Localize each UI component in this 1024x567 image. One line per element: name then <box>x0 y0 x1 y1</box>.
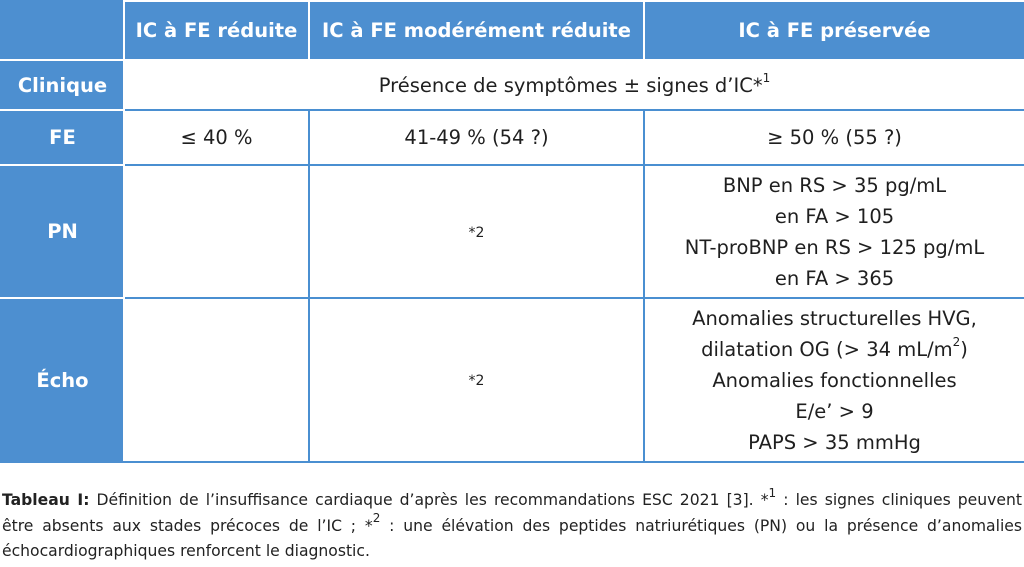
caption-text-part1: Définition de l’insuffisance cardiaque d… <box>89 491 769 509</box>
caption-footnote-2: 2 <box>372 511 381 526</box>
clinique-value-cell: Présence de symptômes ± signes d’IC*1 <box>123 59 1024 111</box>
caption-footnote-1: 1 <box>768 485 777 500</box>
echo-preservee-line3: Anomalies fonctionnelles <box>712 368 957 392</box>
clinique-value-text: Présence de symptômes ± signes d’IC* <box>378 73 763 97</box>
pn-preservee-cell: BNP en RS > 35 pg/mL en FA > 105 NT-proB… <box>643 164 1024 299</box>
echo-line2-close: ) <box>960 337 968 361</box>
header-row: IC à FE réduite IC à FE modérément rédui… <box>0 0 1024 61</box>
echo-preservee-cell: Anomalies structurelles HVG, dilatation … <box>643 297 1024 463</box>
header-ic-fe-reduite: IC à FE réduite <box>123 0 310 61</box>
row-echo: Écho *2 Anomalies structurelles HVG, dil… <box>0 297 1024 463</box>
pn-preservee-line: en FA > 365 <box>774 266 895 290</box>
fe-reduite-cell: ≤ 40 % <box>123 109 310 166</box>
echo-moderee-marker-num: 2 <box>475 373 485 389</box>
pn-preservee-line: en FA > 105 <box>774 204 895 228</box>
echo-reduite-cell <box>123 297 310 463</box>
caption-label: Tableau I: <box>2 491 90 509</box>
fe-preservee-cell: ≥ 50 % (55 ?) <box>643 109 1024 166</box>
header-corner-cell <box>0 0 125 61</box>
pn-preservee-line: NT-proBNP en RS > 125 pg/mL <box>684 235 985 259</box>
row-pn: PN *2 BNP en RS > 35 pg/mL en FA > 105 N… <box>0 164 1024 299</box>
pn-reduite-cell <box>123 164 310 299</box>
echo-moderee-cell: *2 <box>308 297 645 463</box>
pn-moderee-cell: *2 <box>308 164 645 299</box>
echo-preservee-line1: Anomalies structurelles HVG, <box>692 306 977 330</box>
caption-text-part3: : une élévation des peptides natriurétiq… <box>2 516 1022 561</box>
echo-moderee-marker: * <box>468 373 476 389</box>
row-label-echo: Écho <box>0 297 125 463</box>
fe-moderee-cell: 41-49 % (54 ?) <box>308 109 645 166</box>
table-caption: Tableau I: Définition de l’insuffisance … <box>2 485 1022 565</box>
row-label-fe: FE <box>0 109 125 166</box>
row-label-clinique: Clinique <box>0 59 125 111</box>
pn-preservee-line: BNP en RS > 35 pg/mL <box>722 173 947 197</box>
echo-line2-text: dilatation OG (> 34 mL/m <box>701 337 953 361</box>
row-clinique: Clinique Présence de symptômes ± signes … <box>0 59 1024 111</box>
definition-table: IC à FE réduite IC à FE modérément rédui… <box>0 0 1024 463</box>
row-label-pn: PN <box>0 164 125 299</box>
pn-moderee-marker: * <box>468 224 476 241</box>
header-ic-fe-preservee: IC à FE préservée <box>643 0 1024 61</box>
echo-preservee-line4: E/e’ > 9 <box>795 399 874 423</box>
echo-preservee-line2: dilatation OG (> 34 mL/m2) <box>651 334 1018 365</box>
caption-text-part2: : les signes cliniques peuvent être abse… <box>2 491 1022 535</box>
echo-line2-superscript: 2 <box>952 335 961 349</box>
header-ic-fe-moderement-reduite: IC à FE modérément réduite <box>308 0 645 61</box>
echo-preservee-line5: PAPS > 35 mmHg <box>748 430 921 454</box>
row-fe: FE ≤ 40 % 41-49 % (54 ?) ≥ 50 % (55 ?) <box>0 109 1024 166</box>
clinique-footnote-marker: 1 <box>762 71 771 85</box>
pn-moderee-marker-num: 2 <box>475 224 485 241</box>
